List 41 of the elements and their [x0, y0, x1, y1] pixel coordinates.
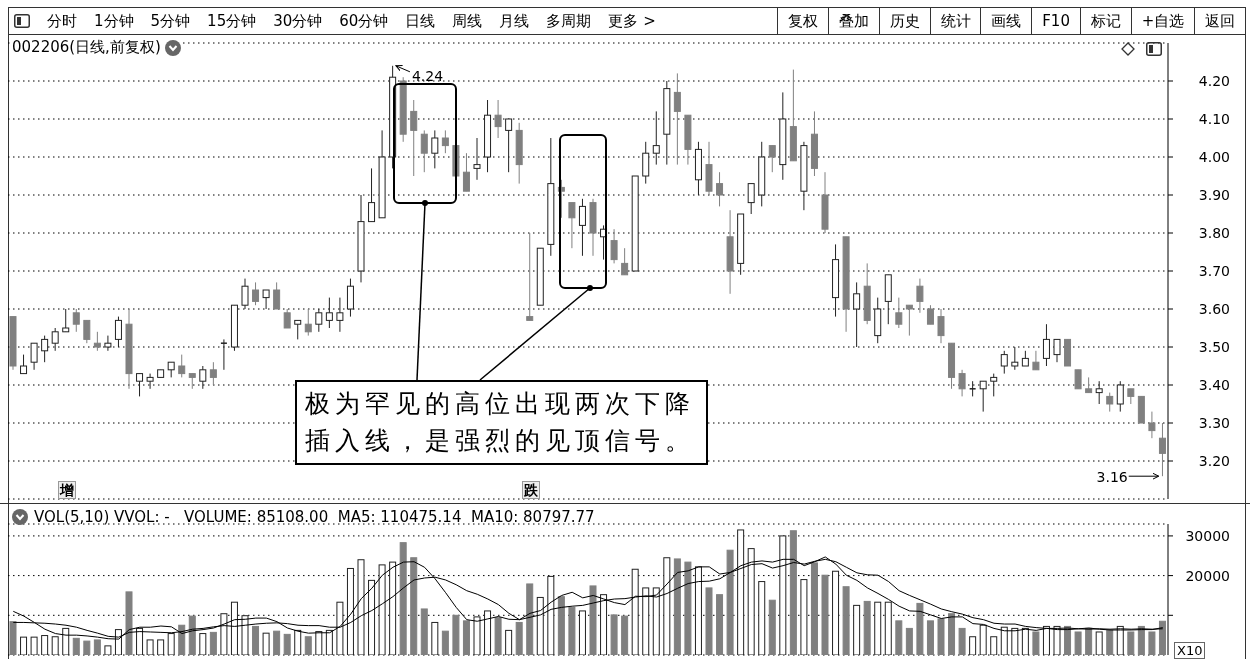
y-tick-label: 4.00	[1198, 149, 1230, 165]
y-tick-label: 3.20	[1198, 453, 1230, 469]
text: F10	[1031, 8, 1080, 34]
text: 5分钟	[150, 11, 191, 31]
text: 叠加	[827, 8, 879, 34]
text: 分时	[47, 11, 77, 31]
text: 60分钟	[339, 11, 389, 31]
text: 1分钟	[94, 11, 134, 31]
text: 标记	[1079, 8, 1131, 34]
annotation: 极为罕见的高位出现两次下降插入线，是强烈的见顶信号。	[295, 380, 708, 465]
text: 历史	[878, 8, 930, 34]
annotation: 增	[58, 481, 76, 499]
text: 日线	[405, 11, 436, 31]
text: +自选	[1130, 8, 1195, 34]
text: 月线	[499, 11, 530, 31]
y-tick-label: 3.30	[1198, 415, 1230, 431]
text: 更多 >	[608, 11, 656, 31]
annotation: 跌	[522, 481, 540, 499]
y-axis-title: X10	[1174, 642, 1206, 659]
text: 15分钟	[207, 11, 257, 31]
text: 画线	[980, 8, 1032, 34]
y-tick-label: 3.80	[1198, 225, 1230, 241]
text: 复权	[777, 8, 828, 34]
y-tick-label: 20000	[1185, 567, 1230, 584]
text: 统计	[929, 8, 981, 34]
chart-title: VOL(5,10) VVOL: - VOLUME: 85108.00 MA5: 110475.14 MA10: 80797.77	[34, 508, 595, 526]
text: 多周期	[546, 11, 592, 31]
y-tick-label: 3.40	[1198, 377, 1230, 393]
chart-title: 002206(日线,前复权)	[12, 38, 161, 57]
text: 返回	[1194, 8, 1246, 34]
y-tick-label: 30000	[1185, 527, 1230, 544]
text: 30分钟	[273, 11, 323, 31]
text: 周线	[452, 11, 483, 31]
y-tick-label: 3.90	[1198, 187, 1230, 203]
y-tick-label: 4.20	[1198, 73, 1230, 89]
annotation: 4.24	[411, 67, 444, 84]
y-tick-label: 3.70	[1198, 263, 1230, 279]
y-tick-label: 4.10	[1198, 111, 1230, 127]
y-tick-label: 3.50	[1198, 339, 1230, 355]
annotation: 3.16	[1096, 469, 1128, 486]
y-tick-label: 3.60	[1198, 301, 1230, 317]
